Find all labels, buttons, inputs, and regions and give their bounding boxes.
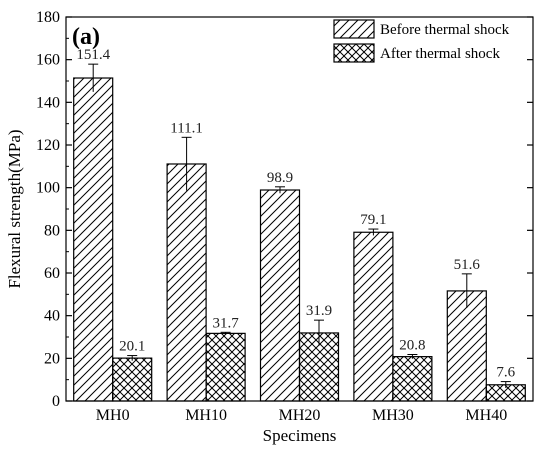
x-tick-label: MH0 [96,407,130,424]
legend-swatch-after [333,43,375,63]
data-label: 31.9 [306,303,332,319]
legend-label-before: Before thermal shock [380,22,510,38]
data-label: 51.6 [454,257,481,273]
y-tick-label: 40 [44,308,60,325]
x-tick-label: MH40 [465,407,507,424]
data-label: 31.7 [212,315,239,331]
bar-before-mh10 [166,163,207,402]
x-tick-label: MH20 [279,407,321,424]
x-tick-label: MH30 [372,407,414,424]
data-label: 151.4 [76,47,110,63]
bar-before-mh0 [73,77,114,402]
y-tick-label: 180 [36,9,60,26]
data-label: 7.6 [496,365,515,381]
data-label: 20.1 [119,339,145,355]
y-tick-label: 160 [36,52,60,69]
legend-label-after: After thermal shock [380,46,500,62]
data-label: 20.8 [399,337,425,353]
data-label: 79.1 [360,212,386,228]
bar-before-mh30 [353,231,394,402]
bar-before-mh20 [259,189,301,402]
y-tick-label: 60 [44,265,60,282]
x-tick-label: MH10 [185,407,227,424]
panel-label: (a) [72,24,100,50]
bar-after-mh30 [392,356,433,402]
y-tick-label: 140 [36,94,60,111]
y-tick-label: 120 [36,137,60,154]
data-label: 111.1 [170,120,203,136]
y-axis-title: Flexural strength(MPa) [5,129,24,288]
bar-after-mh0 [112,357,153,402]
y-tick-label: 80 [44,222,60,239]
y-tick-label: 0 [52,393,60,410]
y-tick-label: 100 [36,180,60,197]
legend-swatch-before [333,19,375,39]
data-label: 98.9 [267,170,293,186]
bar-after-mh10 [205,332,246,402]
y-tick-label: 20 [44,350,60,367]
x-axis-title: Specimens [263,426,337,445]
